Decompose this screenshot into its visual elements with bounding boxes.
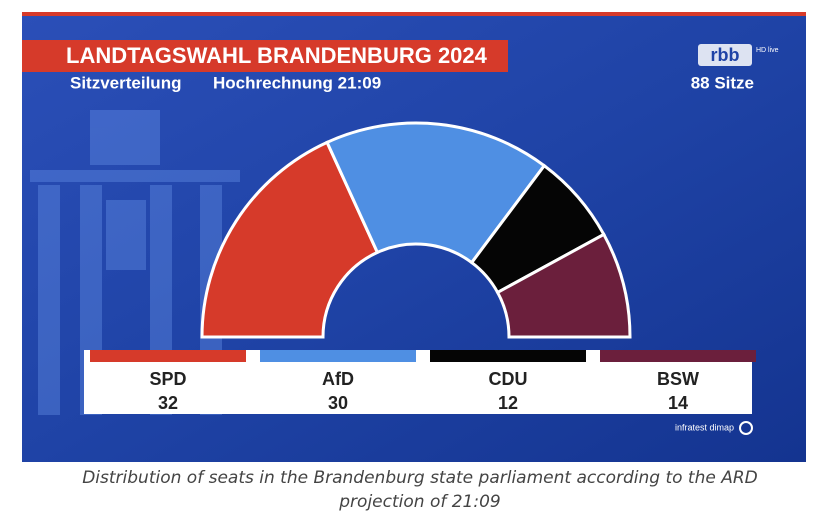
seat-segment — [495, 232, 632, 339]
subtitle: Sitzverteilung — [70, 73, 181, 92]
logo-box — [698, 44, 752, 66]
title-band — [22, 40, 508, 72]
seat-count: 14 — [668, 393, 688, 413]
legend-swatch — [600, 350, 756, 362]
seat-segment — [200, 140, 380, 339]
chart: LANDTAGSWAHL BRANDENBURG 2024 Sitzvertei… — [22, 12, 806, 462]
source-logo — [739, 421, 753, 435]
caption: Distribution of seats in the Brandenburg… — [82, 468, 758, 512]
source: infratest dimap — [675, 422, 734, 432]
broadcaster-tag: HD live — [756, 47, 779, 54]
total-seats: 88 Sitze — [691, 73, 754, 92]
top-rule — [22, 12, 806, 16]
party-name: CDU — [489, 369, 528, 389]
broadcaster-logo: rbb — [711, 45, 740, 65]
seat-count: 30 — [328, 393, 348, 413]
seat-count: 32 — [158, 393, 178, 413]
legend-swatch — [430, 350, 586, 362]
party-name: SPD — [149, 369, 186, 389]
party-name: AfD — [322, 369, 354, 389]
party-name: BSW — [657, 369, 699, 389]
legend-swatch — [260, 350, 416, 362]
seat-segment — [325, 121, 547, 265]
seat-count: 12 — [498, 393, 518, 413]
legend-swatch — [90, 350, 246, 362]
chart-title: LANDTAGSWAHL BRANDENBURG 2024 — [66, 43, 488, 68]
projection: Hochrechnung 21:09 — [213, 73, 381, 92]
